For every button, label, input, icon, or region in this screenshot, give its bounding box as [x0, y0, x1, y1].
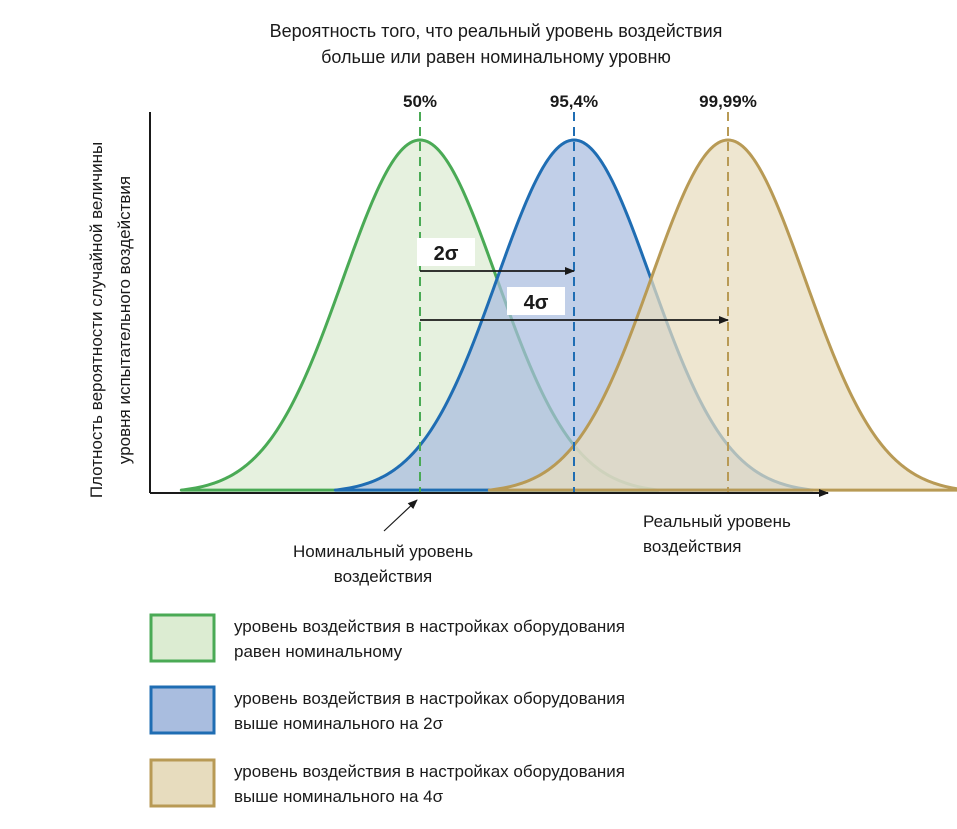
legend-swatch-3 [149, 758, 216, 808]
y-axis-label-line-2: уровня испытательного воздействия [115, 176, 134, 464]
probability-labels: 50% 95,4% 99,99% [403, 92, 757, 111]
mean-guide-lines [419, 112, 729, 493]
x-axis-label-line-2: воздействия [643, 537, 741, 556]
shift-label-1: 2σ [434, 243, 459, 265]
shift-label-box-2 [507, 287, 565, 315]
y-axis-label-line-1: Плотность вероятности случайной величины [87, 142, 106, 498]
density-curve-3 [487, 138, 957, 492]
chart-title-line-1: Вероятность того, что реальный уровень в… [270, 21, 723, 41]
sigma-shift-arrows: 2σ 4σ [417, 238, 729, 324]
y-axis-label: Плотность вероятности случайной величины… [87, 142, 134, 498]
probability-label-1: 50% [403, 92, 437, 111]
nominal-label-line-2: воздействия [334, 567, 432, 586]
legend-label-2-line-1: уровень воздействия в настройках оборудо… [234, 689, 625, 708]
legend-label-1-line-2: равен номинальному [234, 642, 403, 661]
legend: уровень воздействия в настройках оборудо… [149, 613, 625, 808]
legend-label-3-line-1: уровень воздействия в настройках оборудо… [234, 762, 625, 781]
density-curves [179, 138, 957, 492]
shift-label-2: 4σ [524, 292, 549, 314]
legend-label-2-line-2: выше номинального на 2σ [234, 714, 444, 733]
nominal-label-line-1: Номинальный уровень [293, 542, 473, 561]
legend-label-3-line-2: выше номинального на 4σ [234, 787, 444, 806]
chart-title-line-2: больше или равен номинальному уровню [321, 47, 671, 67]
x-axis-label-line-1: Реальный уровень [643, 512, 791, 531]
probability-label-2: 95,4% [550, 92, 598, 111]
legend-swatch-1 [149, 613, 216, 663]
shift-label-box-1 [417, 238, 475, 266]
legend-label-1-line-1: уровень воздействия в настройках оборудо… [234, 617, 625, 636]
nominal-pointer-line [383, 499, 418, 532]
legend-swatch-2 [149, 685, 216, 735]
probability-label-3: 99,99% [699, 92, 757, 111]
